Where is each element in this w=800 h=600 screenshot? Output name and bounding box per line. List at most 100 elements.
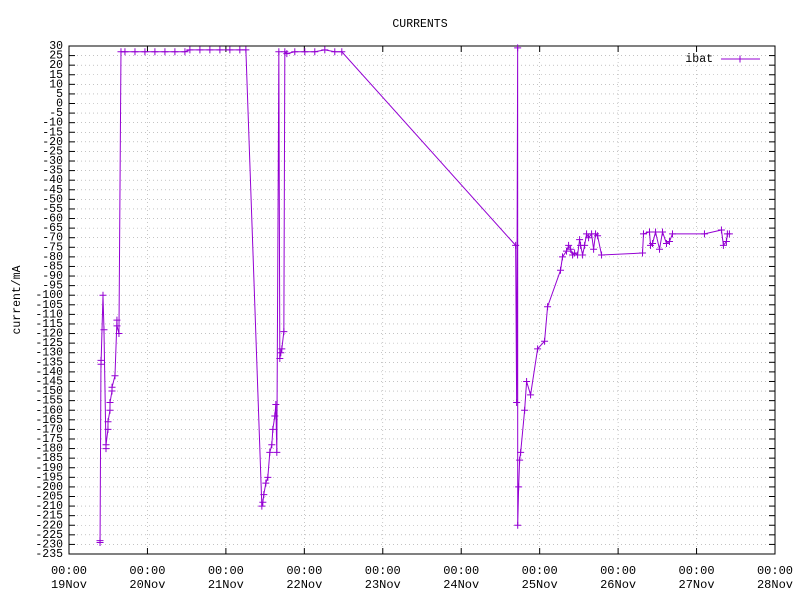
- data-point: [242, 46, 250, 54]
- y-tick-label: -125: [35, 337, 63, 350]
- data-point: [277, 349, 285, 357]
- y-tick-label: -110: [35, 308, 63, 321]
- data-point: [576, 236, 584, 244]
- data-point: [719, 241, 727, 249]
- data-point: [338, 48, 346, 56]
- data-point: [515, 483, 523, 491]
- data-point: [102, 441, 110, 449]
- x-tick-label: 00:00 27Nov: [678, 564, 715, 592]
- data-point: [259, 498, 267, 506]
- data-point: [665, 238, 673, 246]
- y-tick-label: -60: [42, 213, 63, 226]
- data-point: [331, 48, 339, 56]
- data-point: [541, 337, 549, 345]
- data-point: [565, 241, 573, 249]
- data-point: [722, 238, 730, 246]
- data-point: [278, 345, 286, 353]
- data-point: [513, 399, 521, 407]
- y-tick-label: -95: [42, 280, 63, 293]
- y-tick-label: -160: [35, 404, 63, 417]
- data-point: [517, 448, 525, 456]
- y-tick-label: -70: [42, 232, 63, 245]
- data-point: [260, 491, 268, 499]
- data-point: [527, 391, 535, 399]
- y-tick-label: -155: [35, 395, 63, 408]
- data-point: [662, 239, 670, 247]
- data-point: [100, 326, 108, 334]
- y-tick-label: -100: [35, 289, 63, 302]
- legend-swatch: [736, 55, 744, 63]
- y-tick-label: 15: [49, 69, 63, 82]
- y-tick-label: -90: [42, 270, 63, 283]
- y-tick-label: -170: [35, 423, 63, 436]
- y-tick-label: -230: [35, 538, 63, 551]
- x-tick-label: 00:00 28Nov: [756, 564, 793, 592]
- y-tick-label: 30: [49, 40, 63, 53]
- y-tick-label: -65: [42, 222, 63, 235]
- data-point: [272, 400, 280, 408]
- y-tick-label: -120: [35, 328, 63, 341]
- data-point: [181, 48, 189, 56]
- data-point: [590, 245, 598, 253]
- data-point: [113, 322, 121, 330]
- x-tick-label: 00:00 24Nov: [443, 564, 480, 592]
- data-point: [115, 330, 123, 338]
- data-point: [96, 538, 104, 546]
- y-tick-label: -75: [42, 241, 63, 254]
- y-tick-label: -135: [35, 356, 63, 369]
- y-tick-label: -25: [42, 145, 63, 158]
- legend-label: ibat: [685, 53, 713, 66]
- x-tick-label: 00:00 22Nov: [286, 564, 323, 592]
- data-point: [567, 245, 575, 253]
- data-point: [639, 230, 647, 238]
- data-point: [516, 456, 524, 464]
- x-tick-label: 00:00 23Nov: [364, 564, 401, 592]
- data-point: [216, 46, 224, 54]
- data-point: [151, 48, 159, 56]
- data-point: [268, 441, 276, 449]
- x-tick-label: 00:00 20Nov: [129, 564, 166, 592]
- x-tick-label: 00:00 19Nov: [50, 564, 87, 592]
- data-line: [99, 47, 730, 543]
- y-tick-label: -50: [42, 193, 63, 206]
- y-tick-label: 20: [49, 59, 63, 72]
- data-point: [206, 46, 214, 54]
- data-point: [581, 241, 589, 249]
- data-point: [311, 48, 319, 56]
- y-tick-label: -145: [35, 376, 63, 389]
- data-point: [131, 48, 139, 56]
- data-point: [141, 48, 149, 56]
- chart-title: CURRENTS: [392, 18, 447, 31]
- data-point: [104, 425, 112, 433]
- data-point: [99, 291, 107, 299]
- y-tick-label: -105: [35, 299, 63, 312]
- data-point: [97, 360, 105, 368]
- y-tick-label: -190: [35, 462, 63, 475]
- y-tick-label: -5: [49, 107, 63, 120]
- data-point: [557, 266, 565, 274]
- x-tick-label: 00:00 25Nov: [521, 564, 558, 592]
- data-point: [196, 46, 204, 54]
- data-point: [585, 234, 593, 242]
- y-tick-label: -35: [42, 165, 63, 178]
- y-tick-label: -30: [42, 155, 63, 168]
- y-tick-label: 0: [56, 98, 63, 111]
- data-point: [725, 230, 733, 238]
- data-point: [121, 48, 129, 56]
- y-tick-label: -215: [35, 510, 63, 523]
- data-point: [111, 372, 119, 380]
- data-point: [700, 230, 708, 238]
- data-point: [717, 226, 725, 234]
- y-tick-label: 25: [49, 50, 63, 63]
- data-point: [514, 521, 522, 529]
- y-tick-label: -85: [42, 260, 63, 273]
- data-point: [544, 303, 552, 311]
- y-tick-label: -40: [42, 174, 63, 187]
- data-point: [104, 418, 112, 426]
- y-tick-label: -180: [35, 443, 63, 456]
- plot-border: [68, 45, 776, 555]
- y-tick-label: -10: [42, 117, 63, 130]
- data-point: [258, 502, 266, 510]
- data-point: [236, 46, 244, 54]
